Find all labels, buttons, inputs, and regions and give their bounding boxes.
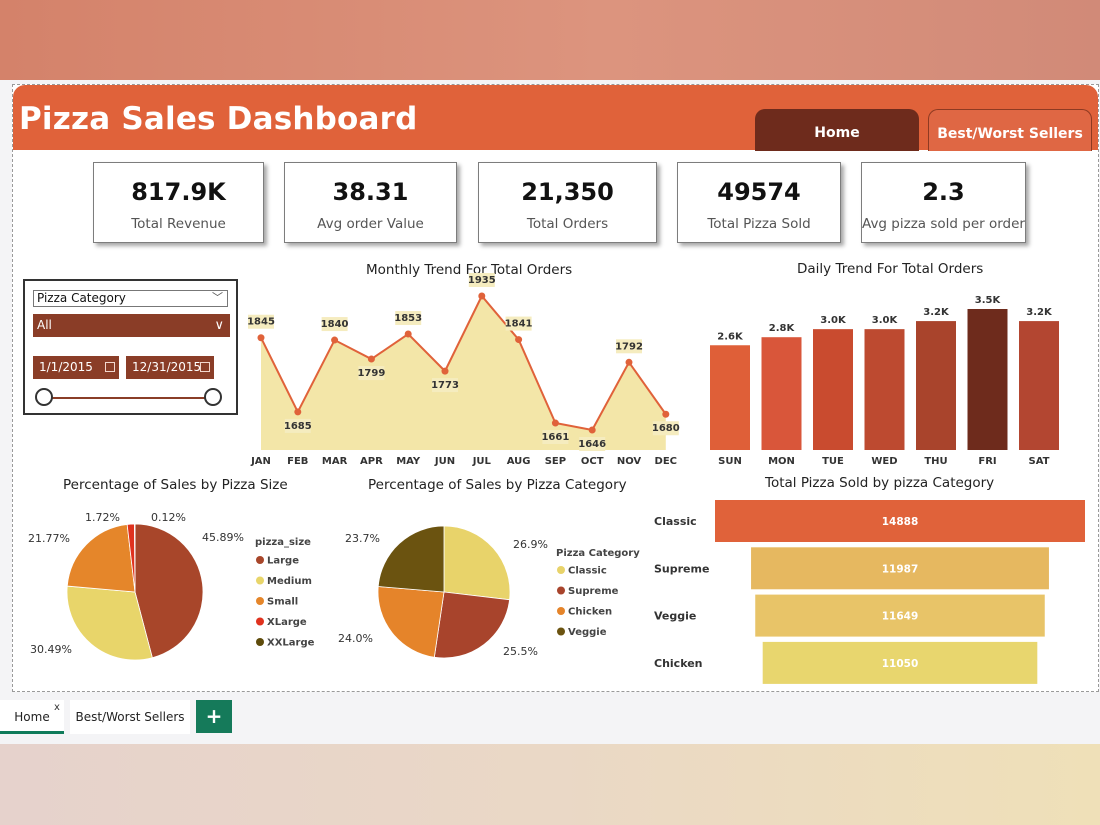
monthly-trend-title: Monthly Trend For Total Orders <box>366 262 573 278</box>
chevron-down-icon: ﹀ <box>212 291 223 304</box>
pizza-category-select[interactable]: All ∨ <box>33 314 230 337</box>
page-title: Pizza Sales Dashboard <box>19 101 418 137</box>
bottom-background-band <box>0 744 1100 825</box>
kpi-card-avg-pizza-per-order: 2.3 Avg pizza sold per order <box>861 162 1026 243</box>
date-slider-start-handle[interactable] <box>35 388 53 406</box>
size-pie-title: Percentage of Sales by Pizza Size <box>63 477 288 493</box>
end-date-value: 12/31/2015 <box>132 360 202 374</box>
tab-best-worst-sellers[interactable]: Best/Worst Sellers <box>70 700 190 734</box>
calendar-icon[interactable] <box>105 362 115 372</box>
category-funnel-title: Total Pizza Sold by pizza Category <box>765 475 995 491</box>
kpi-label: Total Revenue <box>131 216 226 232</box>
start-date-value: 1/1/2015 <box>39 360 93 374</box>
kpi-value: 49574 <box>717 178 801 206</box>
kpi-label: Avg pizza sold per order <box>862 216 1025 232</box>
end-date-input[interactable]: 12/31/2015 <box>126 356 214 379</box>
page-tab-bar: Home x Best/Worst Sellers + <box>0 700 1100 734</box>
kpi-label: Total Orders <box>526 216 609 232</box>
kpi-value: 38.31 <box>332 178 409 206</box>
dashboard-header: Pizza Sales Dashboard Home Best/Worst Se… <box>13 85 1098 151</box>
date-range-slider-track[interactable] <box>45 397 215 399</box>
pizza-category-label: Pizza Category <box>37 291 126 305</box>
category-pie-title: Percentage of Sales by Pizza Category <box>368 477 627 493</box>
kpi-card-total-orders: 21,350 Total Orders <box>478 162 657 243</box>
kpi-label: Total Pizza Sold <box>707 216 811 232</box>
close-icon[interactable]: x <box>54 702 60 713</box>
kpi-value: 2.3 <box>922 178 965 206</box>
add-page-button[interactable]: + <box>196 700 232 733</box>
filter-panel: Pizza Category ﹀ All ∨ 1/1/2015 12/31/20… <box>23 279 238 415</box>
tab-home-label: Home <box>14 710 50 724</box>
tab-home[interactable]: Home <box>0 700 64 734</box>
kpi-value: 817.9K <box>131 178 226 206</box>
calendar-icon[interactable] <box>200 362 210 372</box>
kpi-card-total-pizza-sold: 49574 Total Pizza Sold <box>677 162 841 243</box>
kpi-value: 21,350 <box>521 178 614 206</box>
kpi-label: Avg order Value <box>317 216 424 232</box>
selected-category-value: All <box>37 318 52 332</box>
kpi-card-avg-order-value: 38.31 Avg order Value <box>284 162 457 243</box>
chevron-down-icon: ∨ <box>214 318 224 333</box>
nav-best-worst-button[interactable]: Best/Worst Sellers <box>928 109 1092 151</box>
daily-trend-title: Daily Trend For Total Orders <box>797 261 984 277</box>
kpi-card-total-revenue: 817.9K Total Revenue <box>93 162 264 243</box>
pizza-category-dropdown-header[interactable]: Pizza Category ﹀ <box>33 290 228 307</box>
top-background-band <box>0 0 1100 80</box>
date-slider-end-handle[interactable] <box>204 388 222 406</box>
nav-home-button[interactable]: Home <box>755 109 919 151</box>
start-date-input[interactable]: 1/1/2015 <box>33 356 119 379</box>
